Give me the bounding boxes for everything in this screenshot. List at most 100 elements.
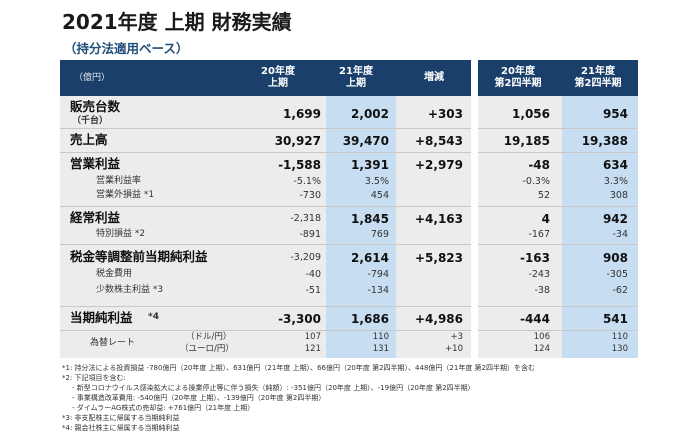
row-label-non-operating: 営業外損益 *1 — [96, 190, 155, 200]
row-divider — [478, 244, 638, 245]
page-subtitle: （持分法適用ベース） — [64, 41, 189, 56]
pretax-income-fy20-q2: -163 — [519, 251, 550, 265]
row-divider — [60, 152, 471, 153]
operating-income-fy21-q2: 634 — [602, 158, 628, 172]
fx-eur-fy20-q2: 124 — [533, 344, 550, 354]
row-divider — [60, 306, 471, 307]
ordinary-income-change: +4,163 — [414, 212, 463, 226]
fx-eur-label: （ユーロ/円） — [180, 344, 234, 354]
extraordinary-fy21-q2: -34 — [612, 229, 628, 240]
row-label-ordinary-income: 経常利益 — [70, 210, 121, 225]
footnote-2-item: - ダイムラーAG株式の売却益: +761億円（21年度 上期） — [72, 404, 255, 412]
extraordinary-fy20-q2: -167 — [528, 229, 550, 240]
col-header-fy20-q2: 20年度 第2四半期 — [494, 66, 542, 89]
quarter-table: 20年度 第2四半期 21年度 第2四半期 1,056 954 19,185 1… — [478, 60, 638, 358]
tax-fy21-q2: -305 — [606, 269, 628, 280]
table-header: 20年度 第2四半期 21年度 第2四半期 — [478, 60, 638, 96]
operating-margin-fy21-q2: 3.3% — [603, 176, 628, 187]
net-income-fy20-h1: -3,300 — [278, 312, 321, 326]
revenue-fy21-q2: 19,388 — [581, 134, 628, 148]
footnote-3: *3: 非支配株主に帰属する当期純利益 — [62, 414, 180, 422]
operating-margin-fy20-h1: -5.1% — [293, 176, 321, 187]
sales-units-fy20-q2: 1,056 — [512, 107, 550, 121]
pretax-income-fy21-h1: 2,614 — [351, 251, 389, 265]
revenue-fy20-q2: 19,185 — [503, 134, 550, 148]
net-income-note: *4 — [148, 312, 159, 322]
row-divider — [60, 244, 471, 245]
revenue-change: +8,543 — [414, 134, 463, 148]
footnote-4: *4: 親会社株主に帰属する当期純利益 — [62, 424, 180, 432]
fx-usd-fy20-q2: 106 — [533, 332, 550, 342]
non-operating-fy21-h1: 454 — [370, 190, 389, 201]
col-header-fy21-q2: 21年度 第2四半期 — [574, 66, 622, 89]
sales-units-change: +303 — [427, 107, 463, 121]
sales-units-fy21-q2: 954 — [602, 107, 628, 121]
row-divider — [478, 152, 638, 153]
fx-usd-fy21-h1: 110 — [372, 332, 389, 342]
fx-usd-fy21-q2: 110 — [611, 332, 628, 342]
footnote-1: *1: 持分法による投資損益 -780億円（20年度 上期）、631億円（21年… — [62, 364, 536, 372]
row-divider — [60, 128, 471, 129]
row-label-pretax-income: 税金等調整前当期純利益 — [70, 249, 208, 264]
footnote-2: *2: 下記項目を含む: — [62, 374, 126, 382]
highlight-column — [326, 96, 396, 358]
non-operating-fy21-q2: 308 — [609, 190, 628, 201]
fx-eur-fy21-h1: 131 — [372, 344, 389, 354]
extraordinary-fy20-h1: -891 — [299, 229, 321, 240]
row-label-minority: 少数株主利益 *3 — [96, 285, 164, 295]
pretax-income-change: +5,823 — [414, 251, 463, 265]
row-divider — [478, 330, 638, 331]
page-title: 2021年度 上期 財務実績 — [62, 10, 292, 34]
operating-income-fy21-h1: 1,391 — [351, 158, 389, 172]
fx-eur-fy20-h1: 121 — [304, 344, 321, 354]
ordinary-income-fy21-h1: 1,845 — [351, 212, 389, 226]
row-divider — [60, 330, 471, 331]
row-divider — [60, 206, 471, 207]
tax-fy20-h1: -40 — [305, 269, 321, 280]
pretax-income-fy21-q2: 908 — [602, 251, 628, 265]
row-divider — [478, 128, 638, 129]
operating-income-change: +2,979 — [414, 158, 463, 172]
row-label-revenue: 売上高 — [70, 132, 108, 147]
non-operating-fy20-h1: -730 — [299, 190, 321, 201]
row-label-operating-margin: 営業利益率 — [96, 176, 142, 186]
ordinary-income-fy20-q2: 4 — [541, 212, 550, 226]
footnote-2-item: - 新型コロナウイルス感染拡大による操業停止等に伴う損失（純額）: -351億円… — [72, 384, 475, 392]
row-label-extraordinary: 特別損益 *2 — [96, 229, 146, 239]
highlight-column — [562, 96, 638, 358]
sales-units-fy21-h1: 2,002 — [351, 107, 389, 121]
half-year-table: （億円） 20年度 上期 21年度 上期 増減 販売台数 （千台） 1,699 … — [60, 60, 471, 358]
extraordinary-fy21-h1: 769 — [370, 229, 389, 240]
operating-income-fy20-q2: -48 — [528, 158, 550, 172]
row-sublabel-sales-units: （千台） — [72, 116, 109, 126]
footnote-2-item: - 事業構造改革費用: -540億円（20年度 上期）、-139億円（20年度 … — [72, 394, 326, 402]
net-income-change: +4,986 — [414, 312, 463, 326]
col-header-fy21-h1: 21年度 上期 — [339, 66, 373, 89]
pretax-income-fy20-h1: -3,209 — [290, 252, 321, 263]
table-header: （億円） 20年度 上期 21年度 上期 増減 — [60, 60, 471, 96]
row-label-tax: 税金費用 — [96, 269, 133, 279]
net-income-fy20-q2: -444 — [519, 312, 550, 326]
minority-fy20-q2: -38 — [534, 285, 550, 296]
row-label-operating-income: 営業利益 — [70, 156, 121, 171]
fx-eur-change: +10 — [445, 344, 463, 354]
fx-usd-label: （ドル/円） — [186, 332, 232, 342]
non-operating-fy20-q2: 52 — [537, 190, 550, 201]
row-label-net-income: 当期純利益 — [70, 310, 133, 325]
operating-margin-fy21-h1: 3.5% — [364, 176, 389, 187]
ordinary-income-fy21-q2: 942 — [602, 212, 628, 226]
col-header-fy20-h1: 20年度 上期 — [261, 66, 295, 89]
fx-usd-change: +3 — [450, 332, 463, 342]
minority-fy21-h1: -134 — [367, 285, 389, 296]
row-divider — [478, 206, 638, 207]
minority-fy21-q2: -62 — [612, 285, 628, 296]
fx-usd-fy20-h1: 107 — [304, 332, 321, 342]
revenue-fy21-h1: 39,470 — [342, 134, 389, 148]
row-label-fx-rate: 為替レート — [90, 338, 136, 348]
operating-income-fy20-h1: -1,588 — [278, 158, 321, 172]
row-divider — [478, 306, 638, 307]
tax-fy21-h1: -794 — [367, 269, 389, 280]
footnotes: *1: 持分法による投資損益 -780億円（20年度 上期）、631億円（21年… — [62, 363, 535, 433]
net-income-fy21-q2: 541 — [602, 312, 628, 326]
sales-units-fy20-h1: 1,699 — [283, 107, 321, 121]
